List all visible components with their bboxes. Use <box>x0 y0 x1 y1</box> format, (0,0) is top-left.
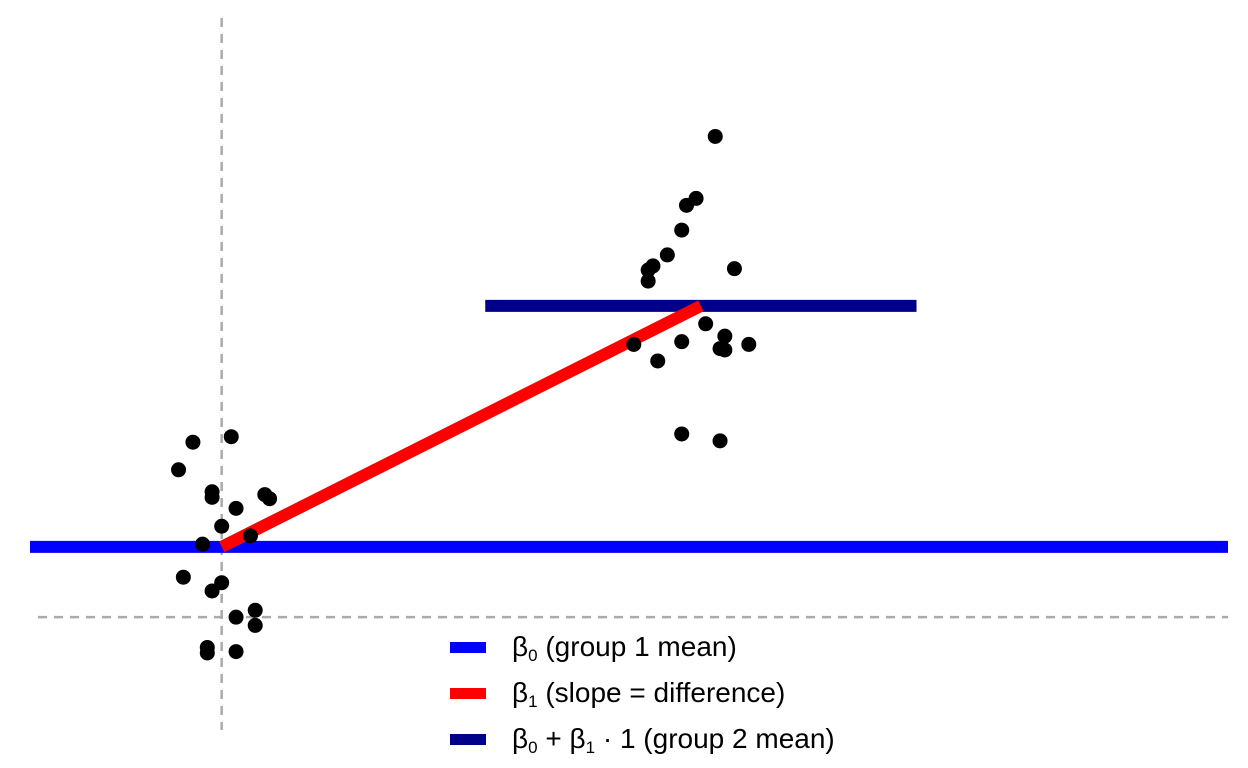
data-point <box>204 583 220 599</box>
legend-entry-slope: β1 (slope = difference) <box>450 670 835 716</box>
data-point <box>247 617 263 633</box>
data-point <box>175 569 191 585</box>
data-point <box>717 342 733 358</box>
data-point <box>247 602 263 618</box>
data-point <box>242 528 258 544</box>
slope-difference-line <box>218 300 704 553</box>
data-point <box>195 536 211 552</box>
data-point <box>674 426 690 442</box>
data-point <box>659 247 675 263</box>
data-point <box>741 336 757 352</box>
legend-label-beta1: β1 (slope = difference) <box>512 677 786 711</box>
data-point <box>674 222 690 238</box>
data-point <box>726 261 742 277</box>
data-point <box>214 518 230 534</box>
data-point <box>698 316 714 332</box>
data-point <box>626 336 642 352</box>
data-point <box>228 609 244 625</box>
data-point <box>640 273 656 289</box>
data-point <box>650 353 666 369</box>
legend-entry-group2-mean: β0 + β1 · 1 (group 2 mean) <box>450 716 835 762</box>
data-point <box>228 500 244 516</box>
legend-entry-group1-mean: β0 (group 1 mean) <box>450 624 835 670</box>
data-point <box>262 491 278 507</box>
data-point <box>185 434 201 450</box>
legend-swatch-navy <box>450 733 486 745</box>
data-point <box>228 644 244 660</box>
data-point <box>199 645 215 661</box>
data-point <box>223 429 239 445</box>
legend: β0 (group 1 mean) β1 (slope = difference… <box>450 624 835 762</box>
legend-swatch-red <box>450 687 486 699</box>
data-point <box>171 462 187 478</box>
legend-label-beta0-plus-beta1: β0 + β1 · 1 (group 2 mean) <box>512 723 835 757</box>
legend-swatch-blue <box>450 641 486 653</box>
legend-label-beta0: β0 (group 1 mean) <box>512 631 737 665</box>
data-point <box>204 489 220 505</box>
data-point <box>674 334 690 350</box>
data-points <box>171 128 757 661</box>
data-point <box>717 328 733 344</box>
data-point <box>712 433 728 449</box>
data-point <box>640 262 656 278</box>
fit-lines <box>30 299 1228 553</box>
data-point <box>707 128 723 144</box>
data-point <box>679 197 695 213</box>
